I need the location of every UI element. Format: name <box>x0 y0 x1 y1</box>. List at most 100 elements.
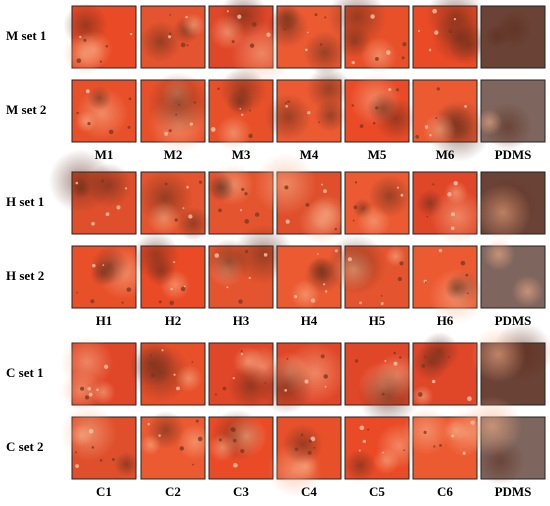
photo-speck <box>352 219 355 222</box>
photo-speck <box>375 57 379 61</box>
photo-speck <box>308 439 312 443</box>
photo-speck <box>168 129 172 133</box>
photo-speck <box>307 450 312 455</box>
photo-texture <box>448 24 489 65</box>
photo-speck <box>183 285 186 288</box>
photo-speck <box>417 392 423 397</box>
photo-texture <box>357 365 419 427</box>
photo-speck <box>351 104 354 107</box>
photo-texture <box>176 206 211 241</box>
photo-speck <box>354 359 359 363</box>
photo-texture <box>266 5 309 48</box>
photo-speck <box>230 427 235 432</box>
photo-speck <box>150 354 153 357</box>
photo-speck <box>87 386 92 391</box>
photo-speck <box>381 392 385 396</box>
column-label: H2 <box>165 313 182 328</box>
photo-speck <box>108 129 114 135</box>
photo-speck <box>161 349 164 352</box>
photo-speck <box>424 281 427 284</box>
photo-speck <box>91 221 95 226</box>
photo-speck <box>307 111 311 115</box>
photo-speck <box>80 386 85 391</box>
column-label: PDMS <box>495 484 532 499</box>
photo-speck <box>100 179 105 183</box>
photo-texture <box>474 183 532 241</box>
row-label: M set 1 <box>6 28 46 43</box>
photo-speck <box>254 212 260 217</box>
photo-speck <box>323 189 327 193</box>
photo-speck <box>170 287 173 291</box>
photo-speck <box>417 29 421 33</box>
photo-speck <box>191 361 194 363</box>
photo-speck <box>111 458 115 462</box>
photo-speck <box>173 261 176 264</box>
photo-speck <box>189 122 193 126</box>
photo-texture <box>313 98 348 132</box>
photo-speck <box>453 181 458 186</box>
photo-texture <box>482 237 516 271</box>
photo-speck <box>182 207 185 209</box>
photo-speck <box>300 433 304 437</box>
column-label: C6 <box>437 484 453 499</box>
photo-speck <box>334 227 337 231</box>
photo-speck <box>237 14 242 19</box>
photo-speck <box>158 300 162 304</box>
photo-speck <box>293 295 298 299</box>
photo-speck <box>358 449 361 452</box>
photo-texture <box>75 110 97 133</box>
photo-speck <box>147 422 151 426</box>
photo-speck <box>362 439 366 444</box>
photo-speck <box>450 226 455 231</box>
photo-speck <box>462 451 466 455</box>
photo-texture <box>209 14 246 50</box>
photo-speck <box>439 443 442 447</box>
photo-speck <box>464 104 467 108</box>
photo-speck <box>450 212 455 217</box>
photo-speck <box>240 353 243 356</box>
photo-speck <box>400 193 404 197</box>
column-label: H4 <box>301 313 318 328</box>
photo-texture <box>476 109 503 136</box>
photo-speck <box>169 32 172 35</box>
photo-speck <box>306 31 309 34</box>
photo-speck <box>88 392 93 397</box>
photo-speck <box>174 218 178 222</box>
photo-texture <box>368 174 411 218</box>
photo-speck <box>186 44 189 47</box>
photo-speck <box>102 264 105 266</box>
column-label: H3 <box>233 313 250 328</box>
photo-speck <box>127 125 131 129</box>
photo-speck <box>195 419 199 423</box>
photo-speck <box>240 448 245 454</box>
column-label: C5 <box>369 484 385 499</box>
photo-texture <box>422 113 457 147</box>
photo-speck <box>76 58 82 64</box>
photo-speck <box>288 100 291 103</box>
column-label: C2 <box>165 484 181 499</box>
photo-speck <box>75 464 79 468</box>
photo-speck <box>424 355 427 358</box>
photo-speck <box>323 374 328 379</box>
photo-speck <box>386 50 391 55</box>
photo-texture <box>343 449 377 482</box>
photo-speck <box>285 219 290 224</box>
photo-speck <box>214 393 217 396</box>
photo-speck <box>367 428 370 431</box>
photo-speck <box>370 14 375 19</box>
photo-speck <box>429 134 432 137</box>
photo-speck <box>284 185 289 190</box>
photo-speck <box>426 215 429 218</box>
photo-speck <box>438 248 443 253</box>
photo-speck <box>116 205 121 210</box>
photo-speck <box>465 273 469 277</box>
photo-texture <box>511 275 544 308</box>
photo-speck <box>99 60 102 63</box>
photo-speck <box>85 395 90 400</box>
column-label: M5 <box>368 147 387 162</box>
photo-speck <box>359 425 365 431</box>
photo-texture <box>443 180 469 205</box>
photo-texture <box>70 423 93 447</box>
photo-speck <box>363 207 365 209</box>
